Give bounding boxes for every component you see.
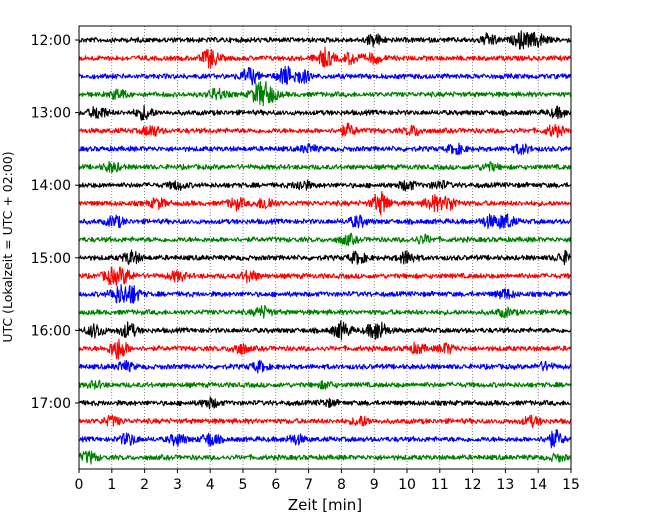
trace-10 — [78, 213, 572, 230]
trace-7 — [78, 160, 572, 174]
x-tick-label-4: 4 — [206, 477, 215, 493]
x-tick-label-13: 13 — [496, 477, 514, 493]
trace-11 — [78, 232, 572, 247]
x-tick-label-9: 9 — [370, 477, 379, 493]
x-tick-label-14: 14 — [529, 477, 547, 493]
x-axis-label: Zeit [min] — [288, 496, 362, 514]
y-tick-label-3: 15:00 — [31, 251, 71, 267]
trace-8 — [78, 179, 572, 192]
y-tick-label-4: 16:00 — [31, 323, 71, 339]
y-axis-label: UTC (Lokalzeit = UTC + 02:00) — [0, 151, 15, 342]
x-tick-label-6: 6 — [271, 477, 280, 493]
trace-14 — [78, 284, 572, 304]
trace-19 — [78, 379, 572, 390]
trace-5 — [78, 122, 572, 138]
trace-0 — [78, 30, 572, 50]
plot-frame — [78, 25, 572, 470]
y-axis: 12:00 13:00 14:00 15:00 16:00 17:00 — [31, 33, 79, 412]
trace-4 — [78, 104, 572, 121]
x-tick-label-15: 15 — [562, 477, 580, 493]
trace-6 — [78, 142, 572, 156]
x-tick-label-5: 5 — [239, 477, 248, 493]
trace-layer — [78, 30, 572, 465]
x-tick-label-11: 11 — [431, 477, 449, 493]
x-tick-label-12: 12 — [464, 477, 482, 493]
x-tick-label-1: 1 — [107, 477, 116, 493]
trace-13 — [78, 266, 572, 286]
y-tick-label-2: 14:00 — [31, 178, 71, 194]
y-tick-label-0: 12:00 — [31, 33, 71, 49]
x-tick-label-0: 0 — [75, 477, 84, 493]
grid-lines — [111, 26, 539, 469]
trace-23 — [78, 450, 572, 465]
y-tick-label-5: 17:00 — [31, 396, 71, 412]
trace-18 — [78, 359, 572, 374]
x-tick-label-3: 3 — [173, 477, 182, 493]
x-tick-label-2: 2 — [140, 477, 149, 493]
x-tick-label-8: 8 — [337, 477, 346, 493]
x-axis: 0 1 2 3 4 5 6 7 8 9 10 11 12 13 14 15 — [75, 469, 580, 493]
trace-1 — [78, 46, 572, 69]
trace-9 — [78, 190, 572, 216]
trace-17 — [78, 338, 572, 360]
trace-16 — [78, 320, 572, 341]
trace-22 — [78, 428, 572, 449]
trace-12 — [78, 249, 572, 266]
x-tick-label-7: 7 — [304, 477, 313, 493]
trace-2 — [78, 65, 572, 86]
x-tick-label-10: 10 — [398, 477, 416, 493]
trace-3 — [78, 80, 572, 107]
trace-20 — [78, 396, 572, 410]
y-tick-label-1: 13:00 — [31, 106, 71, 122]
trace-15 — [78, 304, 572, 319]
trace-21 — [78, 414, 572, 429]
